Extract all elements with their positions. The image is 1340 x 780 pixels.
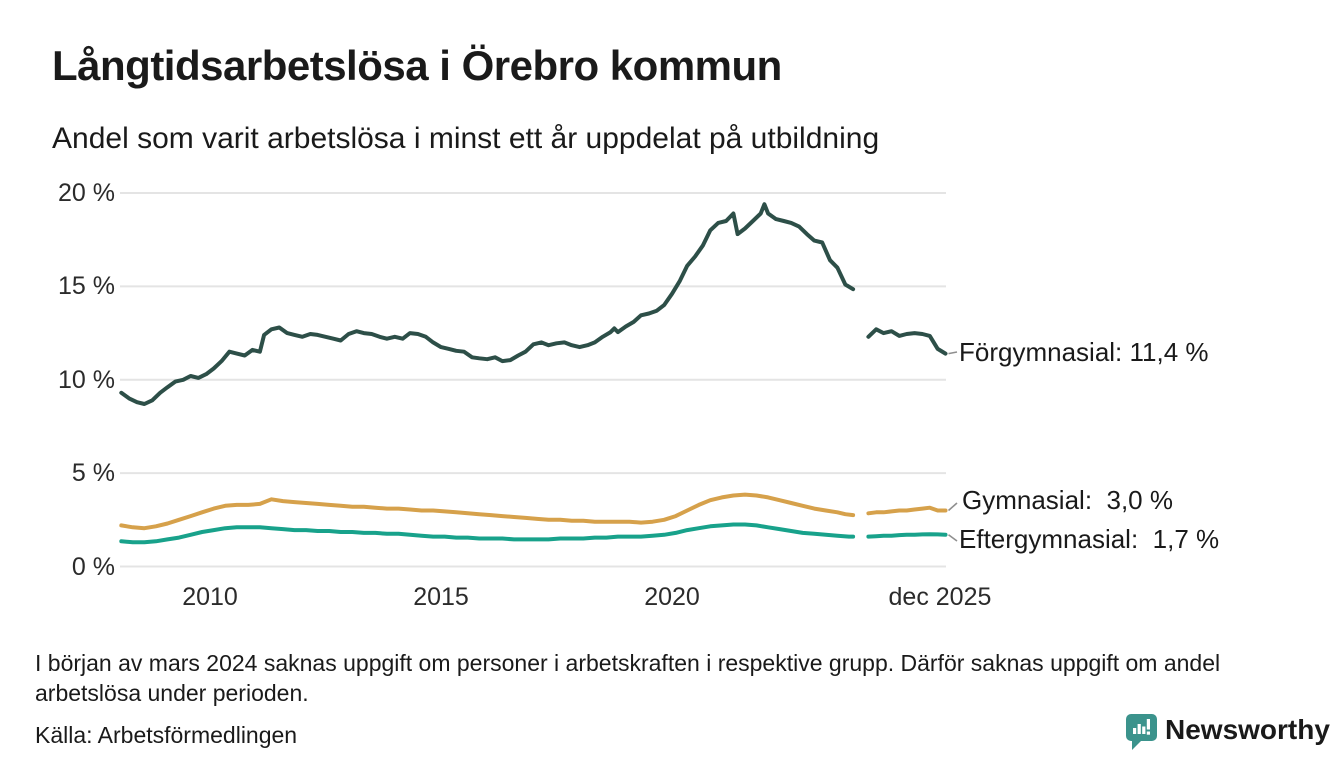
series-end-label-gymnasial: Gymnasial: 3,0 % xyxy=(962,485,1173,515)
source-credit: Källa: Arbetsförmedlingen xyxy=(35,722,298,748)
series-line xyxy=(866,327,948,356)
page-title: Långtidsarbetslösa i Örebro kommun xyxy=(52,42,782,89)
label-connector xyxy=(948,351,958,355)
y-axis-tick-label: 10 % xyxy=(58,365,115,394)
label-connector xyxy=(947,502,958,512)
series-line xyxy=(119,202,856,406)
newsworthy-bubble-icon xyxy=(1126,714,1157,750)
series-line xyxy=(866,532,948,539)
label-connector xyxy=(948,534,958,542)
y-axis-tick-label: 15 % xyxy=(58,272,115,301)
series-line xyxy=(119,522,856,545)
y-axis-tick-label: 0 % xyxy=(71,552,115,581)
x-axis-tick-label: dec 2025 xyxy=(888,583,992,611)
chart-subtitle: Andel som varit arbetslösa i minst ett å… xyxy=(52,122,880,155)
x-axis-tick-label: 2020 xyxy=(644,583,700,611)
newsworthy-logo[interactable]: Newsworthy xyxy=(1126,713,1330,751)
series-line xyxy=(119,492,856,531)
series-line xyxy=(866,505,948,516)
x-axis-tick-label: 2010 xyxy=(182,583,238,611)
x-axis-tick-label: 2015 xyxy=(413,583,469,611)
footnote: I början av mars 2024 saknas uppgift om … xyxy=(35,650,1221,706)
y-axis-tick-label: 20 % xyxy=(58,179,115,207)
y-axis-tick-label: 5 % xyxy=(71,459,115,488)
newsworthy-wordmark: Newsworthy xyxy=(1165,714,1330,745)
series-end-label-forgymnasial: Förgymnasial: 11,4 % xyxy=(959,337,1209,367)
series-end-label-eftergymnasial: Eftergymnasial: 1,7 % xyxy=(959,524,1220,554)
